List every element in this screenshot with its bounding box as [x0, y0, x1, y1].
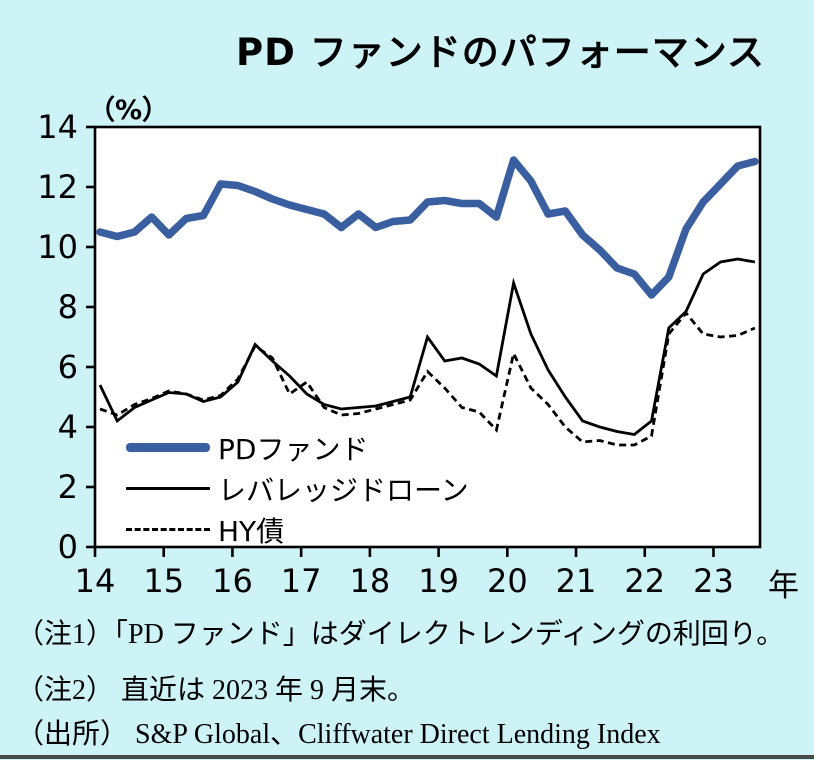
bottom-border-line: [0, 755, 814, 759]
legend-swatch-pd-fund: [126, 443, 210, 452]
legend-label-hy-bond: HY債: [218, 514, 285, 548]
x-tick-label: 15: [143, 562, 184, 600]
y-tick-label: 12: [37, 168, 78, 206]
legend-label-leveraged-loan: レバレッジドローン: [218, 473, 469, 507]
note-2: （注2） 直近は 2023 年 9 月末。: [16, 675, 416, 706]
series-line-pd-fund: [96, 156, 759, 299]
series-line-leveraged-loan: [98, 257, 756, 436]
y-tick-label: 10: [37, 228, 78, 266]
x-tick-label: 20: [487, 562, 528, 600]
x-tick-label: 19: [418, 562, 459, 600]
legend-swatch-hy-bond: [126, 528, 210, 531]
x-axis-unit-label: 年: [768, 568, 799, 604]
y-tick-label: 2: [58, 468, 78, 506]
x-tick-label: 14: [75, 562, 116, 600]
x-tick-label: 23: [693, 562, 734, 600]
legend-row-hy-bond: HY債: [126, 511, 469, 548]
legend-swatch-leveraged-loan: [126, 487, 210, 490]
x-tick-label: 21: [556, 562, 597, 600]
y-tick-label: 8: [58, 288, 78, 326]
legend-label-pd-fund: PDファンド: [218, 432, 369, 466]
chart-legend: PDファンド レバレッジドローン HY債: [126, 429, 469, 548]
x-tick-label: 17: [281, 562, 322, 600]
legend-row-leveraged-loan: レバレッジドローン: [126, 470, 469, 507]
x-tick-label: 16: [212, 562, 253, 600]
y-tick-label: 4: [58, 408, 78, 446]
note-1: （注1）「PD ファンド」はダイレクトレンディングの利回り。: [16, 619, 785, 650]
series-line-hy-bond: [99, 310, 756, 447]
y-tick-label: 6: [58, 348, 78, 386]
x-tick-label: 18: [350, 562, 391, 600]
x-tick-label: 22: [624, 562, 665, 600]
source-note: （出所） S&P Global、Cliffwater Direct Lendin…: [16, 719, 661, 750]
y-tick-label: 0: [58, 528, 78, 566]
y-axis-unit-label: （%）: [88, 95, 170, 126]
page-title: PD ファンドのパフォーマンス: [236, 31, 765, 74]
legend-row-pd-fund: PDファンド: [126, 429, 469, 466]
y-tick-label: 14: [37, 108, 78, 146]
